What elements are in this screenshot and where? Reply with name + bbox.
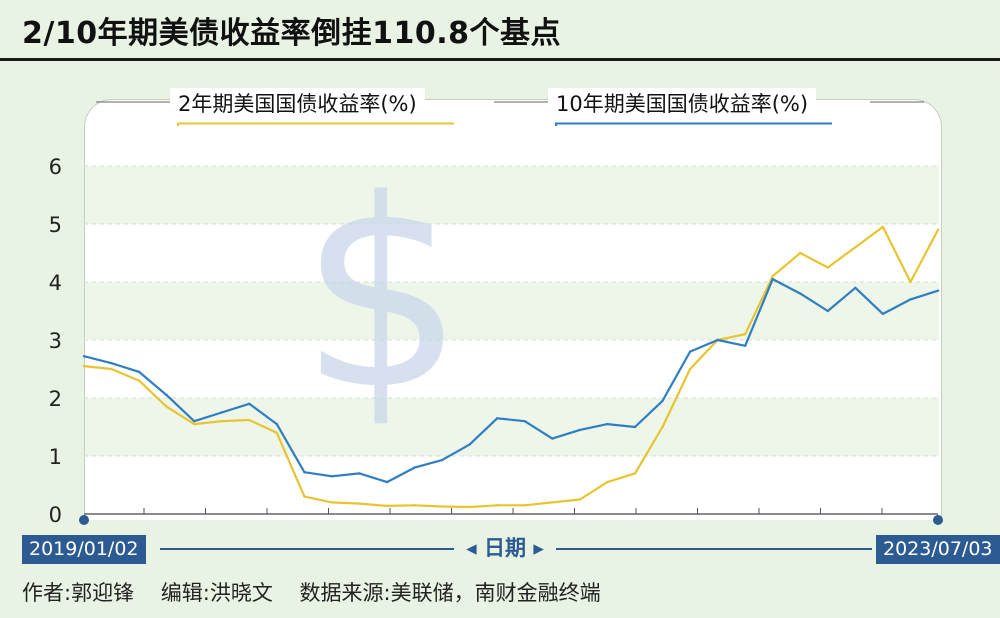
data-point-2y	[413, 504, 416, 507]
data-point-10y	[716, 338, 719, 342]
right-arrow-icon: ▸	[533, 536, 544, 560]
data-point-2y	[854, 246, 857, 249]
data-point-2y	[578, 498, 582, 501]
series-line-10y	[83, 278, 939, 484]
x-axis-title-text: 日期	[484, 536, 526, 560]
data-point-10y	[496, 417, 499, 420]
grid-band	[85, 282, 939, 340]
data-point-2y	[330, 501, 334, 504]
data-point-2y	[165, 405, 168, 408]
data-point-10y	[881, 312, 885, 316]
data-point-2y	[440, 505, 444, 508]
title-divider	[0, 58, 1000, 61]
data-point-10y	[826, 309, 830, 313]
data-point-10y	[936, 289, 940, 292]
data-point-2y	[799, 251, 802, 255]
data-point-2y	[358, 502, 361, 505]
legend-swatch-10y	[555, 122, 832, 126]
data-point-2y	[82, 364, 86, 368]
legend-swatch-2y	[177, 122, 454, 126]
data-point-2y	[633, 472, 637, 475]
x-axis-title: ◂ 日期 ▸	[454, 532, 556, 564]
data-point-2y	[826, 266, 830, 269]
data-point-2y	[661, 425, 664, 429]
start-marker	[79, 515, 89, 525]
data-point-2y	[688, 367, 692, 371]
data-point-10y	[523, 420, 526, 423]
data-point-10y	[192, 420, 196, 423]
data-point-10y	[688, 350, 692, 353]
x-end-date: 2023/07/03	[876, 535, 1000, 564]
data-point-10y	[275, 422, 279, 426]
dollar-watermark-icon: $	[299, 145, 464, 447]
data-point-10y	[771, 277, 774, 281]
credits: 作者:郭迎锋 编辑:洪晓文 数据来源:美联储，南财金融终端	[22, 577, 621, 607]
data-point-2y	[220, 420, 223, 423]
data-point-2y	[275, 431, 279, 434]
data-point-10y	[551, 437, 554, 440]
data-point-10y	[358, 472, 361, 475]
series-line-2y	[83, 225, 939, 509]
data-point-2y	[137, 379, 141, 382]
data-point-10y	[82, 355, 86, 358]
data-point-2y	[771, 275, 774, 278]
data-point-10y	[110, 362, 113, 365]
data-point-10y	[854, 286, 857, 289]
data-point-2y	[385, 504, 389, 508]
end-marker	[933, 515, 943, 525]
legend-label-2y: 2年期美国国债收益率(%)	[170, 88, 425, 118]
data-point-10y	[743, 344, 747, 347]
legend-label-10y: 10年期美国国债收益率(%)	[548, 88, 817, 118]
y-tick-label: 0	[49, 503, 62, 527]
data-point-2y	[606, 480, 609, 484]
y-tick-label: 1	[49, 445, 62, 469]
data-point-10y	[661, 399, 664, 403]
credit-author: 作者:郭迎锋	[22, 581, 135, 605]
y-tick-label: 4	[49, 271, 62, 295]
x-start-date: 2019/01/02	[22, 535, 146, 564]
data-point-2y	[909, 280, 912, 284]
credit-source: 数据来源:美联储，南财金融终端	[299, 581, 601, 605]
data-point-10y	[578, 428, 582, 432]
data-point-2y	[192, 422, 196, 426]
y-tick-label: 3	[49, 329, 62, 353]
data-point-2y	[110, 367, 113, 371]
data-point-2y	[523, 504, 526, 507]
data-point-10y	[165, 393, 168, 397]
data-point-10y	[330, 475, 334, 478]
data-point-2y	[881, 225, 885, 229]
grid-band	[85, 166, 939, 224]
chart-title: 2/10年期美债收益率倒挂110.8个基点	[22, 16, 561, 51]
y-tick-label: 6	[49, 155, 62, 179]
data-point-10y	[440, 458, 444, 462]
left-arrow-icon: ◂	[466, 536, 477, 560]
data-point-2y	[743, 333, 747, 336]
data-point-10y	[385, 480, 389, 484]
data-point-10y	[303, 471, 306, 474]
data-point-10y	[909, 298, 912, 301]
data-point-2y	[936, 228, 940, 231]
data-point-10y	[413, 466, 416, 469]
data-point-2y	[468, 505, 471, 509]
data-point-2y	[496, 504, 499, 507]
data-point-2y	[303, 495, 306, 498]
grid-band	[85, 398, 939, 456]
y-tick-label: 5	[49, 213, 62, 237]
data-point-10y	[799, 292, 802, 295]
data-point-10y	[220, 411, 223, 414]
data-point-10y	[468, 443, 471, 446]
data-point-10y	[248, 402, 251, 405]
data-point-10y	[606, 422, 609, 426]
data-point-2y	[248, 418, 251, 422]
y-tick-label: 2	[49, 387, 62, 411]
data-point-2y	[551, 501, 554, 504]
credit-editor: 编辑:洪晓文	[160, 581, 273, 605]
data-point-10y	[633, 425, 637, 429]
data-point-10y	[137, 370, 141, 374]
